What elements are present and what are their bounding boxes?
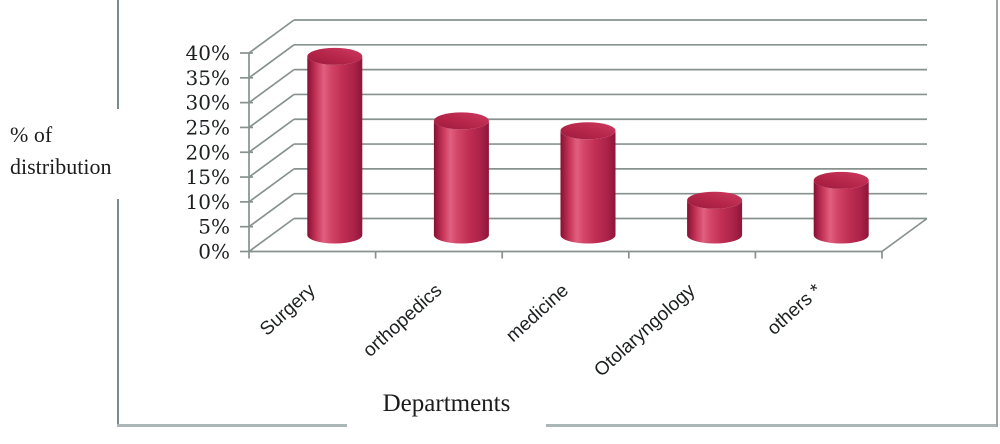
cylinder-body <box>307 56 363 244</box>
cylinder-top <box>307 47 363 65</box>
cylinder-body <box>687 200 743 244</box>
cylinder-body <box>433 120 489 244</box>
y-tick-label: 20% <box>186 140 230 164</box>
cylinder-body <box>813 180 869 244</box>
gridline-diagonal <box>248 217 295 253</box>
cylinder-top <box>813 171 869 189</box>
x-category-label: others * <box>763 280 826 340</box>
figure-border-right <box>995 0 998 427</box>
x-category-label: medicine <box>502 280 573 346</box>
gridline-diagonal <box>248 93 295 129</box>
y-tick-label: 30% <box>186 91 230 115</box>
figure-border-left <box>116 0 119 426</box>
x-axis-title: Departments <box>347 383 546 430</box>
gridline-diagonal <box>248 19 295 54</box>
y-tick-label: 15% <box>186 165 230 189</box>
y-tick-label: 35% <box>186 66 230 90</box>
y-tick-label: 5% <box>198 215 230 239</box>
y-axis-title-line2: distribution <box>10 154 112 179</box>
gridline-diagonal <box>248 44 295 79</box>
x-category-label: orthopedics <box>359 280 446 361</box>
cylinder-top <box>433 112 489 130</box>
bar-others <box>813 171 869 244</box>
cylinder-top <box>687 191 743 209</box>
gridline-diagonal <box>248 118 295 153</box>
y-tick-label: 40% <box>186 41 230 65</box>
bar-medicine <box>560 122 616 244</box>
gridline-diagonal <box>248 193 295 228</box>
x-category-label: Otolaryngology <box>590 280 699 381</box>
cylinder-body <box>560 130 616 244</box>
y-tick-label: 10% <box>186 190 230 214</box>
y-axis-title: % of distribution <box>0 109 150 199</box>
y-axis-title-line1: % of <box>10 122 53 147</box>
y-tick-label: 0% <box>198 240 230 264</box>
cylinder-top <box>560 122 616 140</box>
y-tick-label: 25% <box>186 115 230 139</box>
bar-orthopedics <box>433 112 489 244</box>
bar-otolaryngology <box>687 191 743 244</box>
gridline-diagonal <box>248 168 295 203</box>
figure-border-bottom <box>116 423 998 427</box>
floor-right-edge <box>881 217 928 253</box>
x-category-label: Surgery <box>256 280 320 340</box>
gridline-diagonal <box>248 68 295 104</box>
bar-surgery <box>307 47 363 244</box>
gridline-diagonal <box>248 143 295 178</box>
